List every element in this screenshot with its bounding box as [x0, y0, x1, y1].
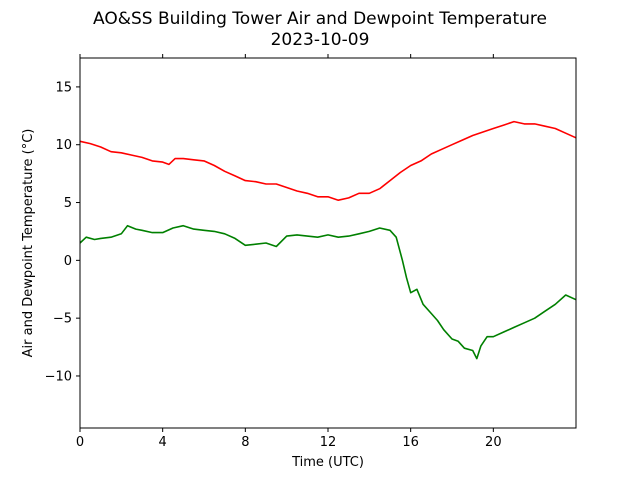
series-line-1	[79, 224, 577, 360]
y-tick-label: 10	[55, 138, 72, 153]
chart-title: AO&SS Building Tower Air and Dewpoint Te…	[93, 9, 547, 29]
y-tick-label: 15	[55, 80, 72, 95]
x-tick-label: 12	[320, 435, 337, 450]
x-tick-label: 8	[241, 435, 249, 450]
tick-layer: 0 4 8 12 16 20 15 10 5 0 −5 −10	[45, 54, 502, 450]
y-tick-label: 0	[64, 254, 72, 269]
y-axis-label: Air and Dewpoint Temperature (°C)	[21, 129, 36, 358]
chart-subtitle: 2023-10-09	[271, 30, 370, 50]
x-tick-label: 20	[485, 435, 502, 450]
y-tick-label: 5	[64, 196, 72, 211]
y-tick-label: −5	[53, 312, 72, 327]
x-tick-label: 16	[402, 435, 419, 450]
x-tick-label: 0	[76, 435, 84, 450]
x-axis-label: Time (UTC)	[291, 455, 364, 470]
series-line-0	[79, 120, 577, 201]
x-tick-label: 4	[159, 435, 167, 450]
y-tick-label: −10	[45, 369, 72, 384]
series-layer	[79, 120, 577, 360]
